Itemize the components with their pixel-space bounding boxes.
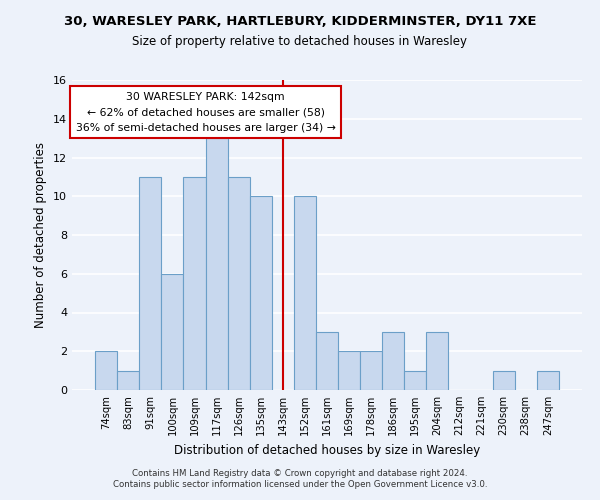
Bar [95,351,117,390]
X-axis label: Distribution of detached houses by size in Waresley: Distribution of detached houses by size … [174,444,480,456]
Bar [316,332,338,390]
Bar [250,196,272,390]
Bar [338,351,360,390]
Bar [360,351,382,390]
Bar [537,370,559,390]
Text: 30 WARESLEY PARK: 142sqm
← 62% of detached houses are smaller (58)
36% of semi-d: 30 WARESLEY PARK: 142sqm ← 62% of detach… [76,92,335,133]
Y-axis label: Number of detached properties: Number of detached properties [34,142,47,328]
Bar [427,332,448,390]
Bar [294,196,316,390]
Bar [184,177,206,390]
Text: Size of property relative to detached houses in Waresley: Size of property relative to detached ho… [133,35,467,48]
Bar [139,177,161,390]
Text: 30, WARESLEY PARK, HARTLEBURY, KIDDERMINSTER, DY11 7XE: 30, WARESLEY PARK, HARTLEBURY, KIDDERMIN… [64,15,536,28]
Bar [206,138,227,390]
Bar [493,370,515,390]
Bar [117,370,139,390]
Bar [227,177,250,390]
Bar [161,274,184,390]
Bar [382,332,404,390]
Bar [404,370,427,390]
Text: Contains public sector information licensed under the Open Government Licence v3: Contains public sector information licen… [113,480,487,489]
Text: Contains HM Land Registry data © Crown copyright and database right 2024.: Contains HM Land Registry data © Crown c… [132,468,468,477]
